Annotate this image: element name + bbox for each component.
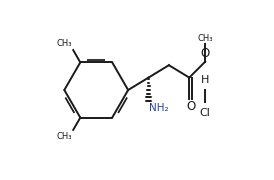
Text: H: H	[201, 75, 209, 85]
Text: CH₃: CH₃	[57, 132, 72, 141]
Text: NH₂: NH₂	[149, 103, 169, 113]
Text: O: O	[186, 100, 196, 113]
Text: Cl: Cl	[200, 108, 211, 118]
Text: O: O	[201, 46, 210, 60]
Text: CH₃: CH₃	[198, 34, 213, 43]
Text: CH₃: CH₃	[57, 39, 72, 48]
